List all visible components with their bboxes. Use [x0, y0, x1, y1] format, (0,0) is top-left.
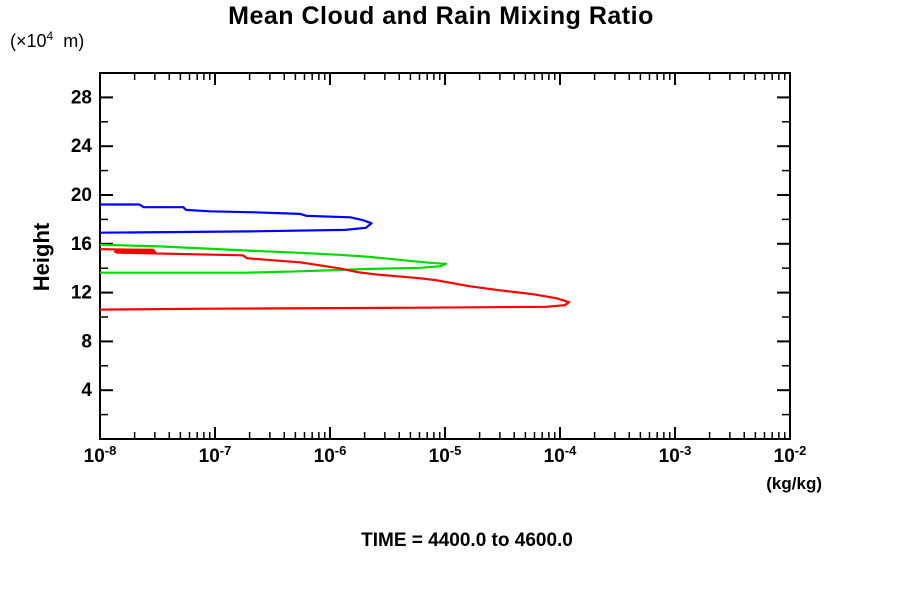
x-tick-label: 10-6	[314, 443, 347, 467]
x-tick-label: 10-7	[199, 443, 232, 467]
x-tick-label: 10-2	[774, 443, 807, 467]
chart-title: Mean Cloud and Rain Mixing Ratio	[228, 2, 654, 30]
series-blue-profile	[99, 203, 373, 234]
x-tick-label: 10-5	[429, 443, 462, 467]
y-tick-label: 24	[71, 136, 93, 157]
y-tick-label: 20	[71, 185, 92, 206]
y-axis-unit-label: (×104 m)	[10, 29, 85, 52]
x-axis-unit-label: (kg/kg)	[766, 474, 822, 493]
time-caption: TIME = 4400.0 to 4600.0	[361, 530, 573, 551]
x-tick-label: 10-8	[84, 443, 117, 467]
series-red-profile	[99, 248, 571, 311]
plot-frame	[99, 72, 791, 440]
y-unit-exponent: 4	[46, 29, 54, 43]
y-tick-labels: 4 8 12 16 20 24 28	[71, 87, 93, 401]
x-tick-label: 10-3	[659, 443, 692, 467]
series-green-profile	[99, 243, 448, 274]
axis-ticks	[99, 73, 791, 439]
x-tick-labels: 10-8 10-7 10-6 10-5 10-4 10-3 10-2	[84, 443, 807, 467]
y-tick-label: 28	[71, 87, 92, 108]
y-tick-label: 8	[81, 331, 92, 352]
y-tick-label: 12	[71, 283, 92, 304]
x-tick-label: 10-4	[544, 443, 577, 467]
y-unit-suffix: m)	[53, 31, 85, 51]
y-tick-label: 16	[71, 234, 92, 255]
y-tick-label: 4	[81, 380, 92, 401]
y-unit-prefix: (×10	[10, 31, 47, 51]
